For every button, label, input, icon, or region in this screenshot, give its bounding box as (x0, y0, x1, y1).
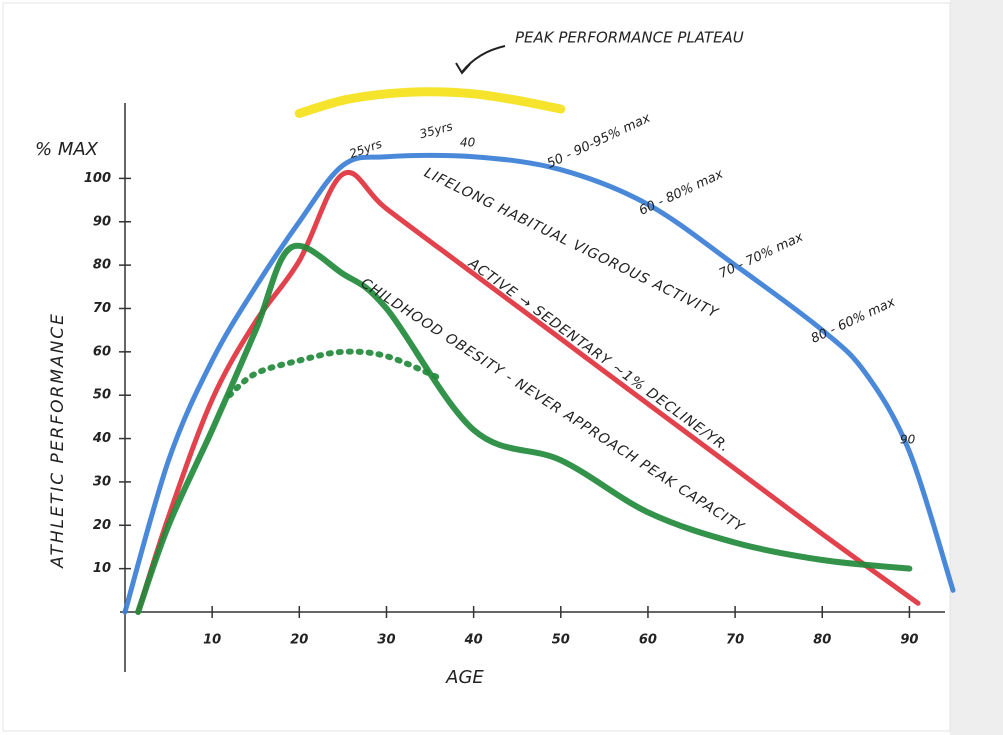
chart: % MAX ATHLETIC PERFORMANCE AGE 10 20 30 40 50 60… (0, 0, 1003, 735)
x-tick-label: 50 (552, 633, 570, 648)
x-axis-label: AGE (445, 667, 484, 688)
y-tick-label: 70 (93, 301, 111, 316)
annotation: 40 (460, 136, 476, 150)
y-tick-label: 10 (93, 561, 111, 576)
x-tick-label: 30 (377, 633, 395, 648)
x-tick-label: 90 (900, 633, 918, 648)
annotation: PEAK PERFORMANCE PLATEAU (515, 29, 744, 47)
y-tick-label: 60 (93, 344, 111, 359)
y-tick-label: 20 (93, 518, 111, 533)
paper-edge (950, 0, 1003, 735)
x-tick-label: 10 (203, 633, 221, 648)
x-tick-label: 80 (813, 633, 831, 648)
y-tick-label: 50 (93, 388, 111, 403)
y-tick-label: 80 (93, 258, 111, 273)
y-unit-label: % MAX (35, 139, 99, 160)
x-tick-label: 60 (639, 633, 657, 648)
annotation: 90 (900, 433, 916, 447)
y-tick-label: 30 (93, 474, 111, 489)
page: {"chart_data": { "type": "line", "y_unit… (0, 0, 1003, 735)
x-tick-label: 70 (726, 633, 744, 648)
y-axis-label: ATHLETIC PERFORMANCE (48, 312, 68, 569)
y-tick-label: 100 (84, 171, 111, 186)
x-tick-label: 20 (290, 633, 308, 648)
x-tick-label: 40 (464, 633, 483, 648)
y-tick-label: 40 (92, 431, 111, 446)
y-tick-label: 90 (93, 214, 111, 229)
